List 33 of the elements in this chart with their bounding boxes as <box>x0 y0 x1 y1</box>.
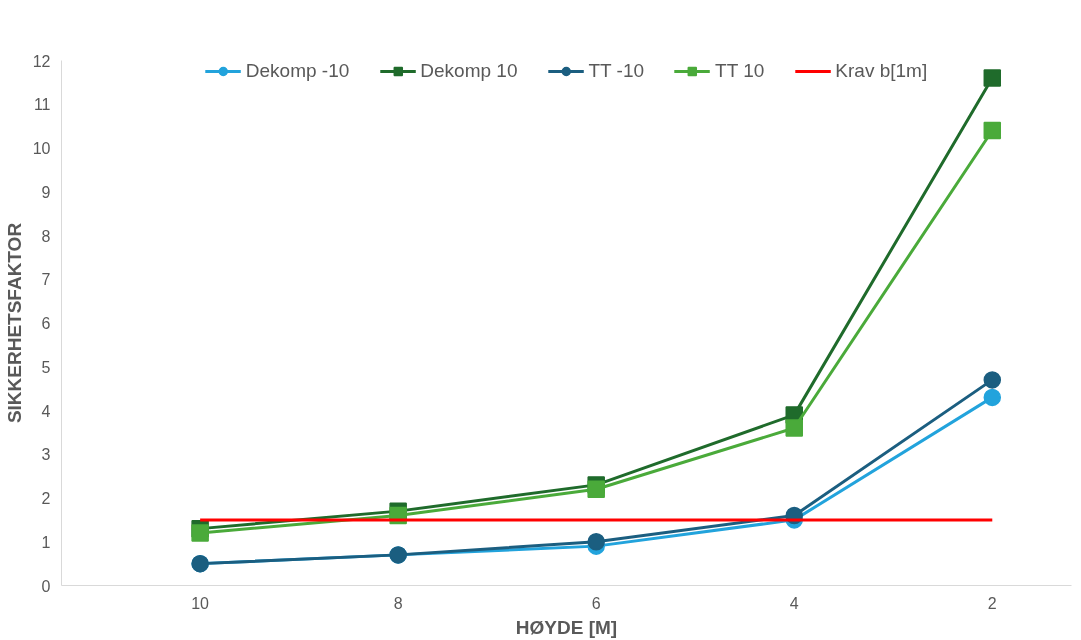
y-axis-title: SIKKERHETSFAKTOR <box>3 222 25 424</box>
y-tick-label: 2 <box>41 490 51 507</box>
legend-label: Krav b[1m] <box>835 60 928 82</box>
y-tick-label: 10 <box>32 140 51 157</box>
x-tick-label: 6 <box>591 594 601 612</box>
y-tick-label: 8 <box>41 227 51 245</box>
y-tick-label: 7 <box>41 271 51 289</box>
y-tick-label: 11 <box>33 96 51 114</box>
legend-label: TT 10 <box>715 60 765 82</box>
x-axis-title: HØYDE [M] <box>515 616 618 638</box>
legend-label: TT -10 <box>588 60 645 82</box>
point <box>191 524 209 542</box>
point <box>983 388 1002 407</box>
y-tick-label: 12 <box>32 52 51 70</box>
point <box>983 69 1002 87</box>
x-tick-label: 2 <box>987 594 997 612</box>
y-tick-label: 3 <box>41 446 51 464</box>
point <box>587 533 605 551</box>
point <box>587 480 605 498</box>
x-tick-label: 4 <box>789 594 799 612</box>
point <box>983 371 1002 389</box>
x-tick-label: 8 <box>393 594 403 612</box>
y-tick-label: 4 <box>41 402 51 420</box>
legend-label: Dekomp 10 <box>420 60 518 82</box>
legend-label: Dekomp -10 <box>245 60 350 82</box>
y-tick-label: 1 <box>41 533 51 551</box>
x-tick-label: 10 <box>191 594 210 612</box>
point <box>785 419 803 437</box>
point <box>983 121 1002 140</box>
y-tick-label: 9 <box>41 183 51 201</box>
y-tick-label: 0 <box>41 577 51 595</box>
y-tick-label: 6 <box>41 315 51 332</box>
y-tick-label: 5 <box>41 358 51 376</box>
